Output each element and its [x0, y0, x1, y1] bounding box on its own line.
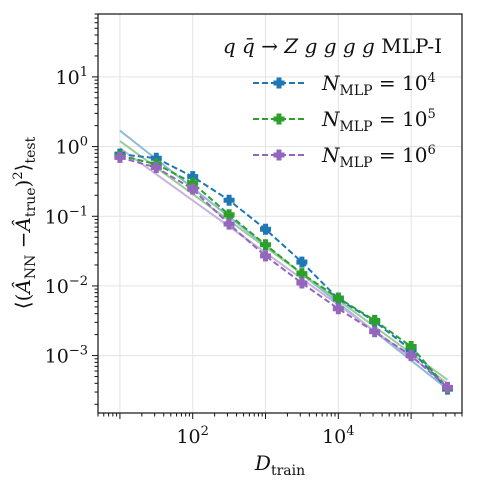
y-tick-label: 10−1	[45, 204, 88, 228]
legend-label: NMLP = 106	[321, 143, 436, 171]
grid	[98, 14, 462, 413]
data-point	[332, 303, 344, 315]
legend-entries: NMLP = 104 NMLP = 105 NMLP = 106	[253, 71, 436, 171]
y-tick-label: 10−2	[45, 274, 88, 298]
series-lines	[114, 148, 453, 395]
legend-label: NMLP = 104	[321, 71, 436, 99]
data-point	[296, 256, 308, 268]
data-point	[405, 350, 417, 362]
data-point	[369, 314, 381, 326]
data-point	[441, 381, 453, 393]
data-point	[187, 183, 199, 195]
data-point	[260, 223, 272, 235]
data-point	[296, 277, 308, 289]
series-2	[114, 150, 453, 394]
legend-title: q q̄ → Z g g g g MLP-I	[223, 34, 442, 58]
fit-lines	[119, 129, 449, 390]
data-point	[260, 239, 272, 251]
data-point	[369, 326, 381, 338]
series-line-2	[119, 154, 449, 389]
legend-label: NMLP = 105	[321, 107, 436, 135]
fit-line-3	[119, 147, 449, 385]
legend-entry-1: NMLP = 104	[253, 71, 436, 99]
series-1	[114, 148, 453, 395]
y-tick-label: 10−3	[45, 344, 88, 368]
data-point	[150, 162, 162, 174]
y-tick-label: 100	[56, 135, 88, 159]
y-axis-label: ⟨(ÂNN −Âtrue)2⟩test	[11, 136, 39, 309]
data-point	[332, 292, 344, 304]
data-point	[223, 194, 235, 206]
legend-entry-2: NMLP = 105	[253, 107, 436, 135]
legend-marker	[273, 149, 285, 161]
series-line-3	[119, 156, 449, 389]
series-3	[114, 151, 453, 393]
fit-line-2	[119, 140, 449, 381]
legend-entry-3: NMLP = 106	[253, 143, 436, 171]
data-point	[114, 151, 126, 163]
x-tick-label: 104	[322, 424, 354, 448]
x-tick-label: 102	[176, 424, 208, 448]
ticks: 102 104 101 100 10−1 10−2 10−3	[45, 13, 463, 448]
x-axis-label: Dtrain	[254, 451, 305, 479]
data-point	[223, 218, 235, 230]
legend-marker	[273, 77, 285, 89]
plot-frame	[97, 13, 463, 414]
data-point	[260, 250, 272, 262]
series-line-1	[119, 153, 449, 390]
legend-marker	[273, 113, 285, 125]
y-tick-label: 101	[56, 65, 88, 89]
